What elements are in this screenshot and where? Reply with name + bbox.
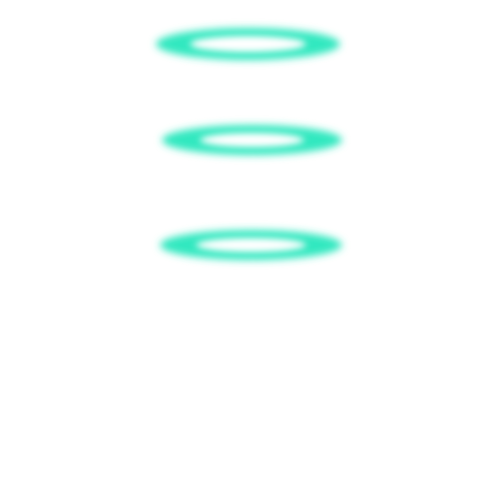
glow-ring-middle [162,125,342,155]
glow-ring-bottom [160,230,342,260]
glow-ring-top [156,28,340,60]
ring-top-core [190,36,306,52]
ring-bottom-core [196,238,306,252]
ring-middle-core [200,133,304,147]
